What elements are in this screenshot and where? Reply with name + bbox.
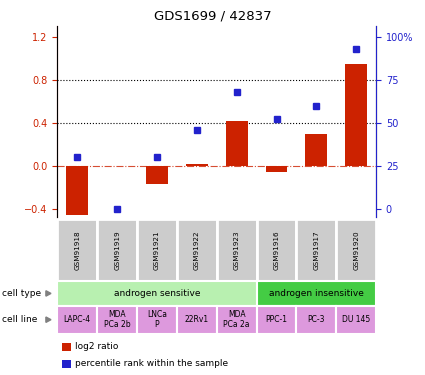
Text: GSM91916: GSM91916 bbox=[274, 231, 280, 270]
Text: androgen sensitive: androgen sensitive bbox=[114, 289, 200, 298]
Bar bbox=[146, 166, 168, 184]
Text: LAPC-4: LAPC-4 bbox=[64, 315, 91, 324]
Bar bbox=[137, 306, 177, 334]
Bar bbox=[296, 219, 336, 281]
Bar bbox=[57, 281, 257, 306]
Bar bbox=[257, 281, 376, 306]
Text: GSM91919: GSM91919 bbox=[114, 231, 120, 270]
Text: DU 145: DU 145 bbox=[342, 315, 370, 324]
Bar bbox=[97, 306, 137, 334]
Text: cell line: cell line bbox=[2, 315, 37, 324]
Text: PPC-1: PPC-1 bbox=[266, 315, 288, 324]
Text: percentile rank within the sample: percentile rank within the sample bbox=[75, 359, 228, 368]
Text: GSM91923: GSM91923 bbox=[234, 231, 240, 270]
Bar bbox=[177, 219, 217, 281]
Text: LNCa
P: LNCa P bbox=[147, 310, 167, 329]
Bar bbox=[336, 306, 376, 334]
Bar bbox=[57, 219, 97, 281]
Bar bbox=[257, 219, 296, 281]
Bar bbox=[306, 134, 327, 166]
Text: 22Rv1: 22Rv1 bbox=[185, 315, 209, 324]
Bar bbox=[217, 219, 257, 281]
Bar bbox=[186, 164, 208, 166]
Bar bbox=[296, 306, 336, 334]
Text: log2 ratio: log2 ratio bbox=[75, 342, 119, 351]
Bar bbox=[266, 166, 287, 172]
Bar bbox=[57, 306, 97, 334]
Text: GSM91918: GSM91918 bbox=[74, 231, 80, 270]
Polygon shape bbox=[46, 291, 51, 296]
Text: cell type: cell type bbox=[2, 289, 41, 298]
Text: MDA
PCa 2b: MDA PCa 2b bbox=[104, 310, 130, 329]
Text: GSM91921: GSM91921 bbox=[154, 231, 160, 270]
Bar bbox=[257, 306, 296, 334]
Bar bbox=[217, 306, 257, 334]
Text: GSM91922: GSM91922 bbox=[194, 231, 200, 270]
Bar bbox=[336, 219, 376, 281]
Bar bbox=[97, 219, 137, 281]
Bar bbox=[226, 121, 248, 166]
Text: GDS1699 / 42837: GDS1699 / 42837 bbox=[154, 9, 271, 22]
Text: GSM91920: GSM91920 bbox=[353, 231, 359, 270]
Text: PC-3: PC-3 bbox=[308, 315, 325, 324]
Bar bbox=[62, 360, 71, 368]
Text: MDA
PCa 2a: MDA PCa 2a bbox=[224, 310, 250, 329]
Bar bbox=[66, 166, 88, 215]
Polygon shape bbox=[46, 317, 51, 322]
Text: GSM91917: GSM91917 bbox=[313, 231, 319, 270]
Bar bbox=[177, 306, 217, 334]
Bar bbox=[62, 343, 71, 351]
Bar bbox=[137, 219, 177, 281]
Bar bbox=[345, 64, 367, 166]
Text: androgen insensitive: androgen insensitive bbox=[269, 289, 364, 298]
